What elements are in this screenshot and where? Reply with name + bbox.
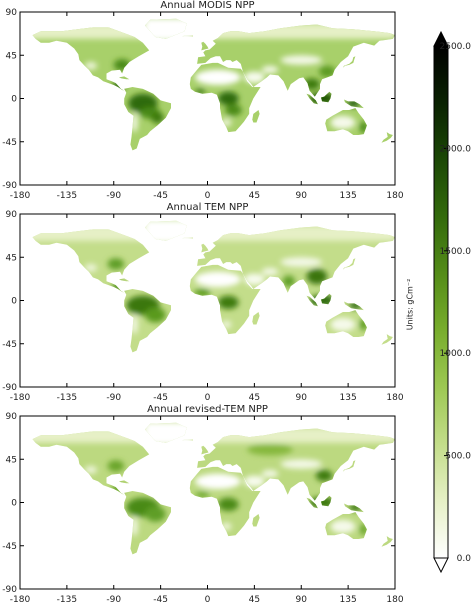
x-tick-label: -45	[153, 191, 168, 201]
x-tick-label: 135	[340, 595, 357, 605]
colorbar-unit-label: Units: gCm⁻²	[405, 278, 415, 331]
land-japan	[342, 460, 356, 472]
colorbar-tick-label: 1500.0	[440, 247, 472, 257]
y-tick-label: 45	[6, 253, 17, 263]
x-tick-label: 135	[340, 393, 357, 403]
x-tick-label: 45	[249, 595, 260, 605]
colorbar-tick-label: 0.0	[457, 554, 472, 564]
land-japan	[342, 258, 356, 270]
land-newZealand	[381, 132, 393, 143]
map-panel-modis: Annual MODIS NPP -180 -135 -90 -45 0 45 90 135 18…	[0, 0, 420, 202]
x-tick-label: -135	[57, 191, 77, 201]
x-tick-label: 180	[386, 393, 403, 403]
colorbar-gradient	[433, 45, 449, 559]
x-tick-label: -45	[153, 595, 168, 605]
y-tick-label: 45	[6, 51, 17, 61]
land-northAmerica	[32, 27, 150, 91]
y-tick-label: -90	[2, 383, 17, 393]
colorbar-tick-label: 2000.0	[440, 144, 472, 154]
y-tick-label: 0	[11, 499, 17, 509]
colorbar-tick-label: 500.0	[445, 452, 471, 462]
land-uk	[201, 41, 209, 51]
x-tick-label: 0	[205, 393, 211, 403]
x-tick-label: 0	[205, 595, 211, 605]
x-tick-label: -135	[57, 595, 77, 605]
x-tick-label: -180	[10, 191, 31, 201]
world-map: -180 -135 -90 -45 0 45 90 135 180 90 45 0 -45 -90	[2, 210, 404, 403]
x-tick-label: -45	[153, 393, 168, 403]
y-tick-label: -90	[2, 585, 17, 595]
colorbar: 2500.0 2000.0 1500.0 1000.0 500.0 0.0	[433, 30, 472, 574]
x-tick-label: -90	[106, 393, 121, 403]
x-tick-label: -90	[106, 595, 121, 605]
x-tick-label: 0	[205, 191, 211, 201]
panel-title: Annual MODIS NPP	[160, 0, 255, 11]
y-tick-label: 90	[6, 412, 18, 422]
land-uk	[201, 445, 209, 455]
y-tick-label: 45	[6, 455, 17, 465]
y-tick-label: 0	[11, 95, 17, 105]
land-madagascar	[252, 312, 260, 325]
land-northAmerica	[32, 229, 150, 293]
x-tick-label: -180	[10, 595, 31, 605]
panel-title: Annual revised-TEM NPP	[147, 404, 268, 415]
land-newZealand	[381, 334, 393, 345]
land-cuba	[119, 76, 130, 80]
land-cuba	[119, 480, 130, 484]
x-tick-label: 45	[249, 191, 260, 201]
x-tick-label: 90	[296, 393, 308, 403]
y-tick-label: 90	[6, 8, 18, 18]
y-tick-label: -45	[2, 138, 17, 148]
x-tick-label: 135	[340, 191, 357, 201]
y-tick-label: -45	[2, 340, 17, 350]
x-tick-label: -135	[57, 393, 77, 403]
land-uk	[201, 243, 209, 253]
y-tick-label: 90	[6, 210, 18, 220]
colorbar-max-arrow	[433, 30, 449, 47]
panel-title: Annual TEM NPP	[166, 202, 249, 213]
world-map: -180 -135 -90 -45 0 45 90 135 180 90 45 0 -45 -90	[2, 412, 404, 605]
land-newZealand	[381, 536, 393, 547]
colorbar-tick-label: 2500.0	[440, 42, 472, 52]
land-cuba	[119, 278, 130, 282]
land-northAmerica	[32, 431, 150, 495]
colorbar-tick-label: 1000.0	[440, 349, 472, 359]
y-tick-label: 0	[11, 297, 17, 307]
x-tick-label: 180	[386, 191, 403, 201]
x-tick-label: 180	[386, 595, 403, 605]
land-japan	[342, 56, 356, 68]
x-tick-label: 90	[296, 595, 308, 605]
x-tick-label: 90	[296, 191, 308, 201]
x-tick-label: -180	[10, 393, 31, 403]
colorbar-min-arrow	[433, 557, 449, 574]
x-tick-label: -90	[106, 191, 121, 201]
y-tick-label: -90	[2, 181, 17, 191]
map-panel-tem: Annual TEM NPP -180 -135 -90 -45 0 45 90 135 180 9…	[0, 202, 420, 404]
world-map: -180 -135 -90 -45 0 45 90 135 180 90 45 0 -45 -90	[2, 8, 404, 201]
x-tick-label: 45	[249, 393, 260, 403]
y-tick-label: -45	[2, 542, 17, 552]
map-panel-revised: Annual revised-TEM NPP -180 -135 -90 -45 0 45 9…	[0, 404, 420, 606]
land-madagascar	[252, 514, 260, 527]
land-madagascar	[252, 110, 260, 123]
